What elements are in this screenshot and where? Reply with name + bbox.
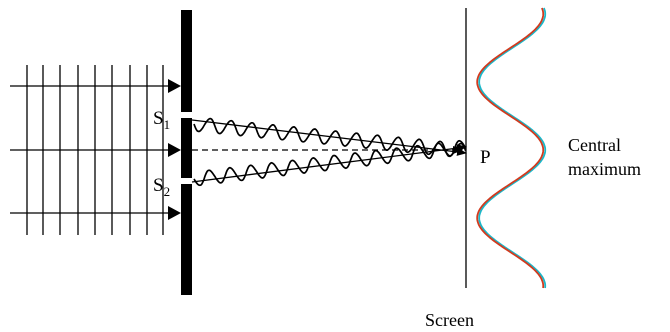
ray-from-s2	[191, 144, 467, 183]
slit-1-opening	[181, 112, 192, 118]
slit-barrier	[181, 10, 192, 295]
arrowhead	[168, 143, 181, 157]
incident-ray-arrows	[10, 79, 181, 220]
slit-1-label: S1	[153, 108, 170, 132]
slit-2-opening	[181, 178, 192, 184]
central-maximum-label-line2: maximum	[568, 159, 641, 179]
point-p-label: P	[480, 147, 491, 168]
arrowhead	[168, 79, 181, 93]
central-maximum-label-line1: Central	[568, 135, 621, 155]
slit-2-label: S2	[153, 175, 170, 199]
intensity-curve-cyan	[478, 7, 547, 289]
path-rays	[191, 119, 467, 183]
wave-from-s2	[193, 139, 466, 187]
ray-from-s1	[191, 119, 467, 156]
diffracted-waves	[193, 117, 467, 187]
intensity-curve-red	[476, 7, 545, 289]
arrowhead	[168, 206, 181, 220]
screen-label: Screen	[425, 310, 474, 330]
wave-from-s1	[193, 117, 467, 158]
interference-pattern	[476, 7, 547, 289]
